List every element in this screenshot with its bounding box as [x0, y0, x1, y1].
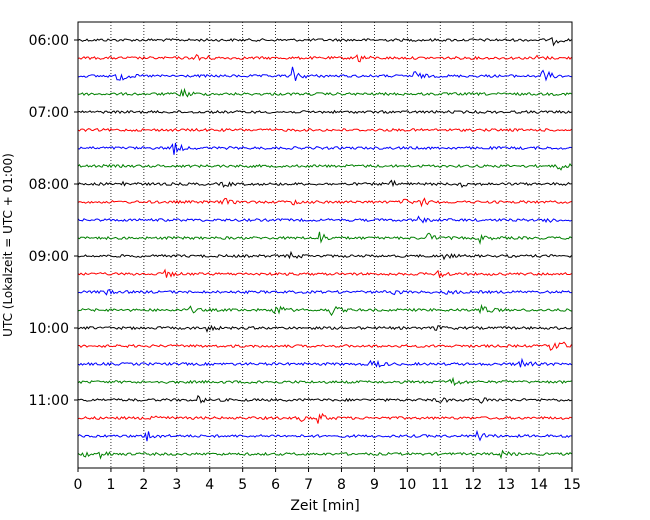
x-tick-label: 10	[398, 477, 416, 493]
seismic-trace	[77, 37, 572, 47]
seismic-trace	[77, 394, 572, 404]
seismic-trace	[77, 197, 572, 208]
x-tick-label: 5	[238, 477, 247, 493]
seismic-trace	[77, 142, 572, 155]
seismic-trace	[77, 109, 572, 115]
seismic-trace	[77, 127, 572, 132]
seismic-trace	[77, 288, 572, 296]
y-tick-label: 07:00	[29, 105, 69, 121]
y-tick-label: 08:00	[29, 177, 69, 193]
y-tick-label: 10:00	[29, 321, 69, 337]
seismic-trace	[77, 429, 572, 442]
seismic-trace	[77, 87, 572, 98]
y-tick-label: 06:00	[29, 33, 69, 49]
seismic-trace	[77, 268, 572, 279]
x-axis-label: Zeit [min]	[290, 498, 359, 514]
x-tick-label: 11	[431, 477, 449, 493]
x-tick-label: 3	[172, 477, 181, 493]
x-tick-label: 7	[304, 477, 313, 493]
seismic-trace	[77, 376, 572, 387]
y-axis-label: UTC (Lokalzeit = UTC + 01:00)	[1, 153, 15, 337]
x-tick-label: 6	[271, 477, 280, 493]
y-tick-label: 11:00	[29, 393, 69, 409]
x-axis-ticks: 0 1 2 3 4 5 6 7 8 9 10 11 12 13 14 15	[74, 468, 581, 493]
x-tick-label: 9	[370, 477, 379, 493]
x-tick-label: 15	[563, 477, 581, 493]
seismic-trace	[77, 231, 572, 246]
seismic-trace	[77, 412, 572, 424]
plot-frame	[77, 21, 573, 469]
x-tick-label: 12	[464, 477, 482, 493]
x-tick-label: 0	[74, 477, 83, 493]
x-tick-label: 2	[139, 477, 148, 493]
x-tick-label: 14	[530, 477, 548, 493]
seismic-trace	[77, 163, 572, 171]
seismic-trace	[77, 324, 572, 333]
seismic-trace	[77, 53, 572, 63]
y-axis-ticks: 06:00 07:00 08:00 09:00 10:00 11:00	[29, 33, 78, 409]
grid-lines	[110, 22, 540, 468]
seismic-trace	[77, 66, 572, 82]
seismic-trace	[77, 303, 572, 317]
seismic-trace	[77, 449, 572, 460]
seismic-trace	[77, 357, 572, 368]
seismic-trace	[78, 341, 572, 351]
y-tick-label: 09:00	[29, 249, 69, 265]
x-tick-label: 4	[205, 477, 214, 493]
x-tick-label: 1	[106, 477, 115, 493]
x-tick-label: 8	[337, 477, 346, 493]
x-tick-label: 13	[497, 477, 515, 493]
seismic-trace	[77, 250, 572, 261]
seismic-traces	[77, 37, 572, 460]
seismic-trace	[77, 215, 572, 224]
seismic-trace	[77, 179, 572, 188]
